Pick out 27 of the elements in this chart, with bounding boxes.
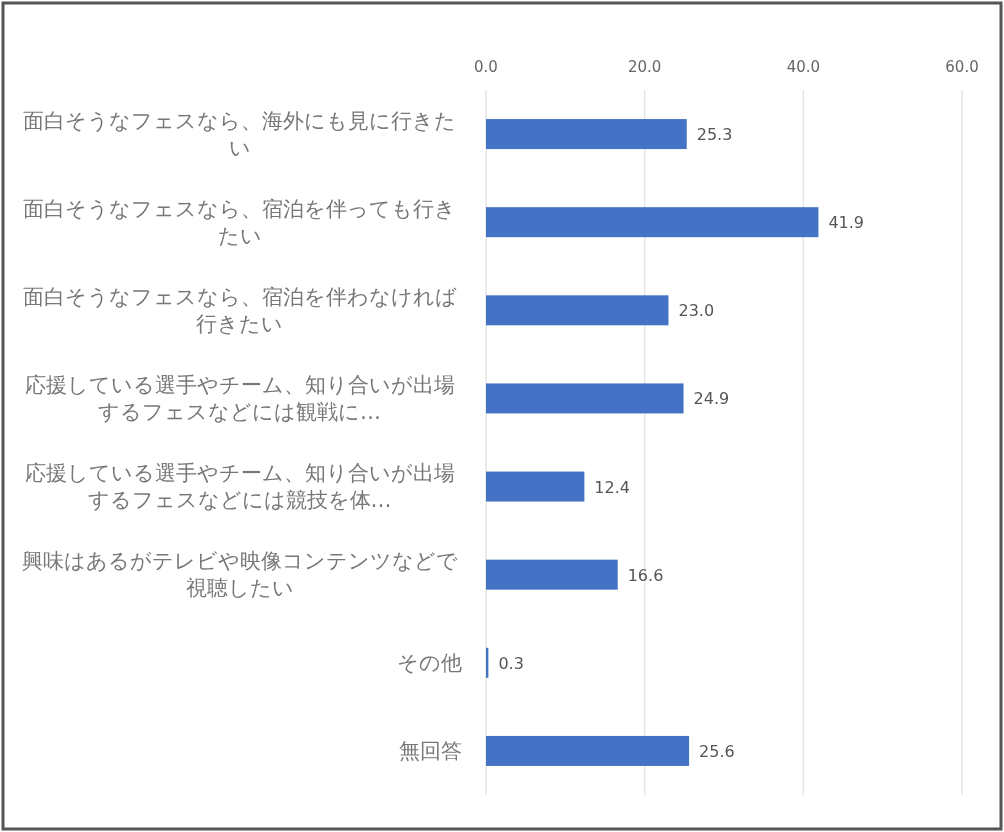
bar [486, 383, 684, 414]
x-tick-label: 0.0 [474, 58, 498, 76]
data-label: 16.6 [627, 565, 664, 585]
y-tick-label: 興味はあるがテレビや映像コンテンツなどで視聴したい [21, 549, 458, 601]
bar [486, 119, 687, 150]
y-tick-label: 応援している選手やチーム、知り合いが出場するフェスなどには競技を体… [24, 461, 455, 513]
y-tick-label: 無回答 [399, 738, 462, 763]
x-tick-label: 40.0 [786, 58, 821, 76]
x-tick-label: 20.0 [627, 58, 662, 76]
data-label: 12.4 [594, 477, 630, 497]
bar [486, 471, 585, 502]
data-label: 25.6 [699, 741, 735, 761]
x-tick-label: 60.0 [945, 58, 979, 76]
bar [486, 735, 690, 766]
bar [486, 559, 618, 590]
y-tick-label: 面白そうなフェスなら、宿泊を伴わなければ行きたい [22, 284, 457, 336]
data-label: 0.3 [498, 653, 524, 673]
data-label: 23.0 [678, 301, 715, 321]
data-label: 24.9 [693, 389, 730, 409]
y-tick-label: 面白そうなフェスなら、海外にも見に行きたい [23, 108, 456, 160]
bar [486, 295, 669, 326]
bar [486, 207, 819, 238]
y-tick-label: 応援している選手やチーム、知り合いが出場するフェスなどには観戦に… [24, 372, 455, 424]
data-label: 41.9 [828, 213, 865, 233]
y-tick-label: その他 [397, 650, 462, 675]
data-label: 25.3 [696, 125, 733, 145]
y-tick-label: 面白そうなフェスなら、宿泊を伴っても行きたい [23, 196, 456, 248]
